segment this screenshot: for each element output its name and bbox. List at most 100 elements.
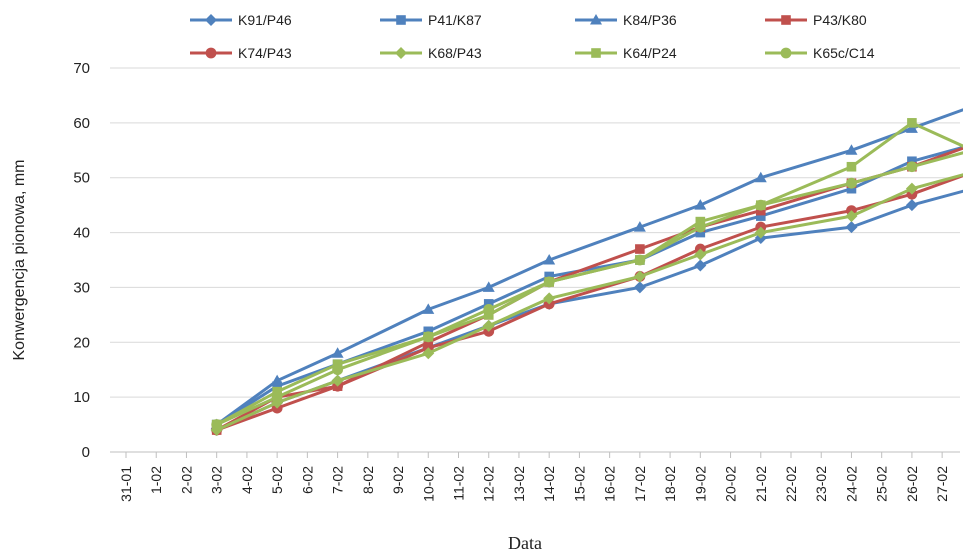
- x-tick-label: 12-02: [481, 466, 497, 502]
- x-tick-label: 25-02: [874, 466, 890, 502]
- data-point: [694, 259, 707, 272]
- x-tick-label: 6-02: [299, 466, 315, 494]
- data-point: [331, 347, 344, 358]
- x-tick-label: 2-02: [178, 466, 194, 494]
- data-point: [905, 182, 918, 195]
- x-tick-label: 20-02: [723, 466, 739, 502]
- data-point: [846, 177, 857, 189]
- data-point: [423, 337, 434, 348]
- data-point: [272, 381, 282, 391]
- legend-label: P41/K87: [428, 12, 482, 28]
- data-point: [754, 226, 767, 239]
- data-point: [846, 183, 857, 194]
- x-tick-label: 5-02: [269, 466, 285, 494]
- legend-item: P41/K87: [380, 12, 482, 28]
- y-tick-label: 10: [73, 389, 90, 406]
- x-tick-label: 19-02: [692, 466, 708, 502]
- data-point: [845, 210, 858, 223]
- series-line: [216, 173, 963, 432]
- data-point: [422, 331, 434, 343]
- data-point: [695, 216, 706, 227]
- x-tick-label: 22-02: [783, 466, 799, 502]
- data-point: [543, 276, 555, 288]
- x-tick-label: 11-02: [451, 466, 467, 501]
- series-line: [216, 151, 963, 426]
- legend-label: K65c/C14: [813, 45, 875, 61]
- y-tick-label: 0: [82, 444, 90, 461]
- y-axis-title: Konwergencja pionowa, mm: [11, 160, 28, 361]
- x-tick-label: 31-01: [118, 466, 134, 502]
- data-point: [634, 254, 646, 266]
- data-point: [423, 326, 434, 337]
- x-tick-label: 15-02: [571, 466, 587, 502]
- x-tick-label: 17-02: [632, 466, 648, 502]
- x-tick-label: 26-02: [904, 466, 920, 502]
- x-tick-label: 9-02: [390, 466, 406, 494]
- data-point: [271, 391, 283, 403]
- legend: K91/P46 P41/K87 K84/P36 P43/K80 K74/P43 K68/P…: [190, 12, 875, 61]
- legend-item: K65c/C14: [765, 45, 875, 61]
- y-tick-label: 70: [73, 60, 90, 77]
- data-point: [845, 144, 858, 155]
- legend-item: K84/P36: [575, 12, 677, 28]
- legend-label: K91/P46: [238, 12, 292, 28]
- y-tick-label: 40: [73, 225, 90, 242]
- y-tick-label: 60: [73, 115, 90, 132]
- data-point: [590, 14, 602, 25]
- x-tick-label: 21-02: [753, 466, 769, 502]
- data-point: [591, 48, 601, 58]
- data-point: [205, 14, 217, 26]
- data-point: [694, 221, 706, 233]
- x-tick-label: 10-02: [420, 466, 436, 502]
- x-tick-label: 18-02: [662, 466, 678, 502]
- series-line: [216, 174, 963, 432]
- legend-label: K74/P43: [238, 45, 292, 61]
- data-point: [633, 221, 646, 232]
- data-point: [331, 374, 344, 387]
- data-point: [332, 364, 343, 376]
- data-point: [694, 248, 707, 261]
- legend-item: P43/K80: [765, 12, 867, 28]
- legend-label: K64/P24: [623, 45, 677, 61]
- data-point: [781, 15, 791, 25]
- data-point: [905, 199, 918, 212]
- series-k84-p36: [210, 108, 963, 430]
- y-tick-label: 50: [73, 170, 90, 187]
- x-tick-label: 27-02: [934, 466, 950, 502]
- x-tick-label: 3-02: [209, 466, 225, 494]
- data-point: [422, 303, 435, 314]
- y-axis-ticks: 0 10 20 30 40 50 60 70: [73, 60, 90, 461]
- data-point: [694, 199, 707, 210]
- data-point: [695, 227, 706, 238]
- legend-item: K74/P43: [190, 45, 292, 61]
- data-point: [211, 419, 223, 430]
- data-point: [845, 221, 858, 234]
- data-point: [907, 118, 917, 128]
- data-point: [633, 270, 646, 283]
- series-k74-p43: [211, 174, 963, 436]
- x-tick-label: 8-02: [360, 466, 376, 494]
- data-point: [635, 244, 645, 254]
- data-point: [755, 199, 767, 211]
- x-tick-label: 23-02: [813, 466, 829, 502]
- data-point: [271, 374, 284, 386]
- data-point: [332, 359, 343, 370]
- data-point: [755, 211, 766, 221]
- x-tick-label: 24-02: [843, 466, 859, 502]
- data-point: [754, 171, 767, 183]
- data-point: [483, 299, 494, 309]
- data-point: [544, 271, 554, 282]
- x-tick-label: 7-02: [330, 466, 346, 494]
- x-axis: 31-01 1-02 2-02 3-02 4-02 5-02 6-02 7-02 8-02 9-0…: [110, 451, 960, 502]
- data-point: [422, 347, 435, 360]
- data-point: [543, 254, 556, 265]
- series-k65c-c14: [211, 151, 963, 430]
- legend-label: P43/K80: [813, 12, 867, 28]
- data-point: [482, 281, 495, 292]
- legend-label: K84/P36: [623, 12, 677, 28]
- x-tick-label: 14-02: [541, 466, 557, 502]
- data-point: [205, 47, 217, 59]
- legend-label: K68/P43: [428, 45, 482, 61]
- y-tick-label: 20: [73, 334, 90, 351]
- y-tick-label: 30: [73, 279, 90, 296]
